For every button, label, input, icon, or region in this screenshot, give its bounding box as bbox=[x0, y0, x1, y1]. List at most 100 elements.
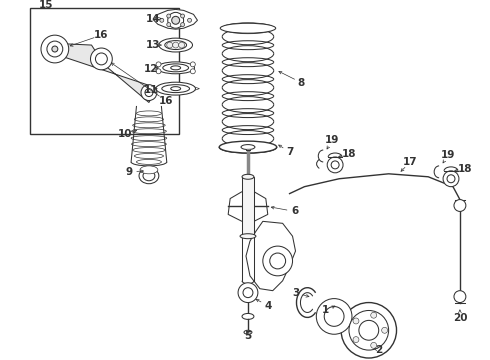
Text: 4: 4 bbox=[264, 301, 271, 311]
Circle shape bbox=[181, 23, 185, 27]
Ellipse shape bbox=[133, 148, 165, 153]
Circle shape bbox=[167, 14, 171, 18]
Text: 20: 20 bbox=[453, 314, 467, 323]
Text: 16: 16 bbox=[94, 30, 109, 40]
Circle shape bbox=[190, 69, 196, 74]
Ellipse shape bbox=[242, 174, 254, 179]
Polygon shape bbox=[45, 43, 154, 103]
Ellipse shape bbox=[220, 23, 276, 33]
Circle shape bbox=[167, 23, 171, 27]
Circle shape bbox=[353, 318, 359, 324]
Circle shape bbox=[371, 312, 377, 318]
Ellipse shape bbox=[140, 166, 158, 174]
Circle shape bbox=[263, 246, 293, 276]
Text: 19: 19 bbox=[441, 150, 455, 160]
Circle shape bbox=[190, 62, 196, 67]
Text: 10: 10 bbox=[118, 129, 132, 139]
Circle shape bbox=[160, 18, 164, 22]
Text: 18: 18 bbox=[458, 164, 472, 174]
Ellipse shape bbox=[240, 234, 256, 239]
Ellipse shape bbox=[139, 168, 159, 184]
Circle shape bbox=[371, 342, 377, 348]
Ellipse shape bbox=[222, 142, 274, 152]
Ellipse shape bbox=[131, 136, 167, 141]
Text: 1: 1 bbox=[321, 306, 329, 315]
Polygon shape bbox=[154, 9, 197, 29]
Circle shape bbox=[447, 175, 455, 183]
Circle shape bbox=[188, 18, 192, 22]
Text: 17: 17 bbox=[403, 157, 417, 167]
Text: 7: 7 bbox=[286, 147, 293, 157]
Circle shape bbox=[349, 310, 389, 350]
Polygon shape bbox=[254, 192, 268, 221]
Circle shape bbox=[167, 42, 172, 48]
Circle shape bbox=[91, 48, 112, 70]
Ellipse shape bbox=[136, 111, 161, 116]
Ellipse shape bbox=[244, 330, 252, 334]
Circle shape bbox=[270, 253, 286, 269]
Circle shape bbox=[181, 14, 185, 18]
Ellipse shape bbox=[171, 66, 181, 70]
Ellipse shape bbox=[143, 171, 155, 181]
Text: 8: 8 bbox=[298, 78, 305, 88]
Polygon shape bbox=[228, 192, 242, 221]
Text: 5: 5 bbox=[245, 331, 251, 341]
Circle shape bbox=[243, 288, 253, 298]
Circle shape bbox=[168, 12, 184, 28]
Circle shape bbox=[41, 35, 69, 63]
Circle shape bbox=[172, 16, 180, 24]
Ellipse shape bbox=[241, 145, 255, 149]
Circle shape bbox=[243, 202, 253, 211]
Circle shape bbox=[317, 298, 352, 334]
Ellipse shape bbox=[159, 38, 193, 52]
Ellipse shape bbox=[131, 141, 166, 147]
Ellipse shape bbox=[157, 62, 195, 74]
Ellipse shape bbox=[222, 23, 274, 33]
Circle shape bbox=[443, 171, 459, 187]
Text: 12: 12 bbox=[144, 64, 158, 74]
Ellipse shape bbox=[134, 153, 164, 158]
Circle shape bbox=[179, 42, 185, 48]
Text: 9: 9 bbox=[125, 167, 133, 177]
Text: 6: 6 bbox=[291, 206, 298, 216]
Circle shape bbox=[52, 46, 58, 52]
Circle shape bbox=[47, 41, 63, 57]
Ellipse shape bbox=[162, 85, 190, 93]
Ellipse shape bbox=[131, 129, 166, 134]
Circle shape bbox=[145, 89, 153, 96]
Text: 13: 13 bbox=[146, 40, 160, 50]
Circle shape bbox=[359, 320, 379, 340]
Text: 11: 11 bbox=[144, 85, 158, 95]
Circle shape bbox=[454, 291, 466, 302]
Ellipse shape bbox=[242, 314, 254, 319]
Polygon shape bbox=[152, 87, 158, 91]
Polygon shape bbox=[194, 87, 199, 91]
Circle shape bbox=[353, 337, 359, 343]
Ellipse shape bbox=[171, 87, 181, 91]
Circle shape bbox=[454, 199, 466, 211]
Text: 15: 15 bbox=[39, 0, 53, 10]
Text: 16: 16 bbox=[159, 95, 173, 105]
Ellipse shape bbox=[219, 141, 277, 153]
Ellipse shape bbox=[163, 64, 189, 72]
Text: 14: 14 bbox=[146, 14, 160, 24]
Circle shape bbox=[327, 157, 343, 173]
Circle shape bbox=[96, 53, 107, 65]
Text: 3: 3 bbox=[292, 288, 299, 298]
Ellipse shape bbox=[133, 123, 165, 128]
Text: 19: 19 bbox=[325, 135, 340, 145]
Circle shape bbox=[156, 62, 161, 67]
Bar bbox=[30, 8, 179, 134]
Circle shape bbox=[156, 69, 161, 74]
Circle shape bbox=[341, 302, 396, 358]
Circle shape bbox=[382, 327, 388, 333]
Ellipse shape bbox=[165, 41, 187, 50]
Ellipse shape bbox=[156, 82, 196, 95]
Circle shape bbox=[238, 283, 258, 302]
Circle shape bbox=[331, 161, 339, 169]
Text: 2: 2 bbox=[375, 345, 382, 355]
Ellipse shape bbox=[134, 117, 164, 122]
Ellipse shape bbox=[136, 159, 161, 165]
Circle shape bbox=[141, 85, 157, 100]
Text: 18: 18 bbox=[342, 149, 356, 159]
